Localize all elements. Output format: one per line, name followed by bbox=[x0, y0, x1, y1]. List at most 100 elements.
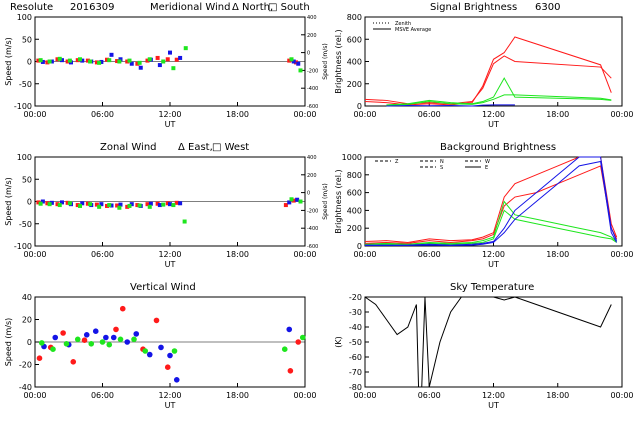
vertical-point-green bbox=[299, 334, 306, 341]
skytemp-xlabel: UT bbox=[488, 401, 499, 410]
background-xtick-label: 12:00 bbox=[482, 250, 505, 259]
meridional-point-green bbox=[78, 57, 82, 62]
meridional-xtick-label: 12:00 bbox=[158, 110, 181, 119]
vertical-xtick-label: 00:00 bbox=[293, 391, 316, 400]
meridional-point-green bbox=[183, 46, 188, 51]
background-xtick-label: 06:00 bbox=[418, 250, 441, 259]
vertical-point-red bbox=[295, 339, 302, 345]
skytemp-plot-frame bbox=[364, 296, 623, 388]
zonal-point-blue bbox=[80, 201, 85, 206]
vertical-xtick-label: 00:00 bbox=[23, 391, 46, 400]
zonal-point-blue bbox=[148, 201, 153, 206]
vertical-title: Vertical Wind bbox=[130, 282, 196, 293]
background-ytick-label: 800 bbox=[347, 171, 362, 180]
signal-ylabel: Brightness (rel.) bbox=[334, 29, 343, 93]
meridional-point-blue bbox=[178, 55, 183, 60]
meridional-point-green bbox=[289, 57, 294, 62]
signal-line-blue-1 bbox=[386, 104, 515, 107]
zonal-ytick-label: -50 bbox=[19, 220, 32, 229]
meridional-point-green bbox=[147, 57, 152, 62]
background-legend-label-s: S bbox=[440, 165, 443, 171]
zonal-point-green bbox=[182, 219, 187, 224]
vertical-point-red bbox=[153, 317, 160, 324]
zonal-point-red bbox=[115, 203, 120, 208]
meridional-ylabel2: Speed (m/s) bbox=[322, 43, 329, 79]
meridional-point-blue bbox=[138, 65, 143, 70]
zonal-point-red bbox=[135, 203, 140, 208]
signal-ytick-label: 0 bbox=[357, 102, 362, 111]
meridional-point-green bbox=[161, 59, 166, 64]
meridional-ylabel: Speed (m/s) bbox=[4, 37, 13, 86]
meridional-point-green bbox=[137, 60, 142, 65]
vertical-ytick-label: -20 bbox=[19, 361, 32, 370]
meridional-point-red bbox=[135, 61, 140, 66]
vertical-point-red bbox=[36, 355, 43, 362]
vertical-point-green bbox=[117, 336, 124, 343]
zonal-ytick2-label: 400 bbox=[307, 155, 317, 161]
signal-xtick-label: 00:00 bbox=[353, 110, 376, 119]
background-legend-label-z: Z bbox=[395, 159, 399, 165]
signal-xtick-label: 06:00 bbox=[418, 110, 441, 119]
vertical-ytick-label: 20 bbox=[22, 316, 32, 325]
skytemp-ytick-label: -60 bbox=[349, 353, 362, 362]
meridional-point-blue bbox=[80, 58, 85, 63]
signal-line-red-2 bbox=[364, 55, 612, 105]
meridional-point-blue bbox=[40, 59, 45, 64]
meridional-point-red bbox=[115, 59, 120, 64]
meridional-point-red bbox=[105, 57, 109, 62]
zonal-ytick2-label: 0 bbox=[307, 191, 310, 197]
zonal-xtick-label: 00:00 bbox=[23, 250, 46, 259]
meridional-point-red bbox=[287, 58, 292, 63]
vertical-xtick-label: 18:00 bbox=[226, 391, 249, 400]
zonal-xtick-label: 18:00 bbox=[226, 250, 249, 259]
vertical-ytick-label: -40 bbox=[19, 383, 32, 392]
zonal-point-red bbox=[45, 201, 50, 206]
meridional-point-blue bbox=[60, 58, 64, 63]
meridional-point-green bbox=[47, 59, 52, 64]
meridional-point-red bbox=[45, 60, 50, 65]
vertical-point-blue bbox=[52, 334, 59, 341]
background-ytick-label: 200 bbox=[347, 224, 362, 233]
vertical-point-blue bbox=[146, 351, 153, 358]
vertical-point-green bbox=[74, 336, 81, 343]
background-legend-label-n: N bbox=[440, 159, 444, 165]
meridional-point-blue bbox=[168, 50, 172, 55]
zonal-point-red bbox=[165, 201, 170, 206]
zonal-point-blue bbox=[157, 203, 162, 208]
meridional-xtick-label: 00:00 bbox=[293, 110, 316, 119]
meridional-point-green bbox=[171, 66, 176, 71]
vertical-point-blue bbox=[286, 326, 293, 333]
background-xtick-label: 18:00 bbox=[546, 250, 569, 259]
vertical-point-blue bbox=[83, 332, 90, 338]
meridional-point-red bbox=[36, 58, 41, 63]
zonal-point-red bbox=[105, 203, 109, 208]
zonal-point-green bbox=[117, 205, 122, 210]
meridional-title-date: 2016309 bbox=[70, 2, 115, 13]
meridional-point-green bbox=[38, 58, 43, 63]
zonal-ytick2-label: -600 bbox=[307, 244, 318, 250]
zonal-point-red bbox=[145, 202, 150, 207]
zonal-point-red bbox=[55, 202, 60, 207]
zonal-xtick-label: 00:00 bbox=[293, 250, 316, 259]
meridional-point-green bbox=[57, 56, 62, 61]
background-xtick-label: 00:00 bbox=[353, 250, 376, 259]
vertical-point-red bbox=[81, 337, 88, 344]
zonal-point-green bbox=[47, 202, 52, 207]
vertical-point-green bbox=[88, 341, 95, 347]
skytemp-ytick-label: -80 bbox=[349, 383, 362, 392]
background-line-blue-2 bbox=[365, 160, 618, 247]
zonal-title-east: Δ East, bbox=[178, 142, 213, 153]
skytemp-ytick-label: -20 bbox=[349, 293, 362, 302]
signal-ytick-label: 200 bbox=[347, 80, 362, 89]
signal-ytick-label: 600 bbox=[347, 35, 362, 44]
vertical-ytick-label: 40 bbox=[22, 293, 32, 302]
background-title: Background Brightness bbox=[440, 142, 556, 153]
signal-title-wavelength: 6300 bbox=[535, 2, 560, 13]
zonal-point-red bbox=[155, 201, 160, 206]
vertical-point-green bbox=[63, 341, 70, 347]
signal-ytick-label: 800 bbox=[347, 13, 362, 22]
meridional-ytick-label: 100 bbox=[17, 13, 32, 22]
zonal-point-red bbox=[65, 200, 70, 205]
meridional-point-blue bbox=[291, 59, 296, 64]
meridional-title-name: Meridional Wind bbox=[150, 2, 230, 13]
